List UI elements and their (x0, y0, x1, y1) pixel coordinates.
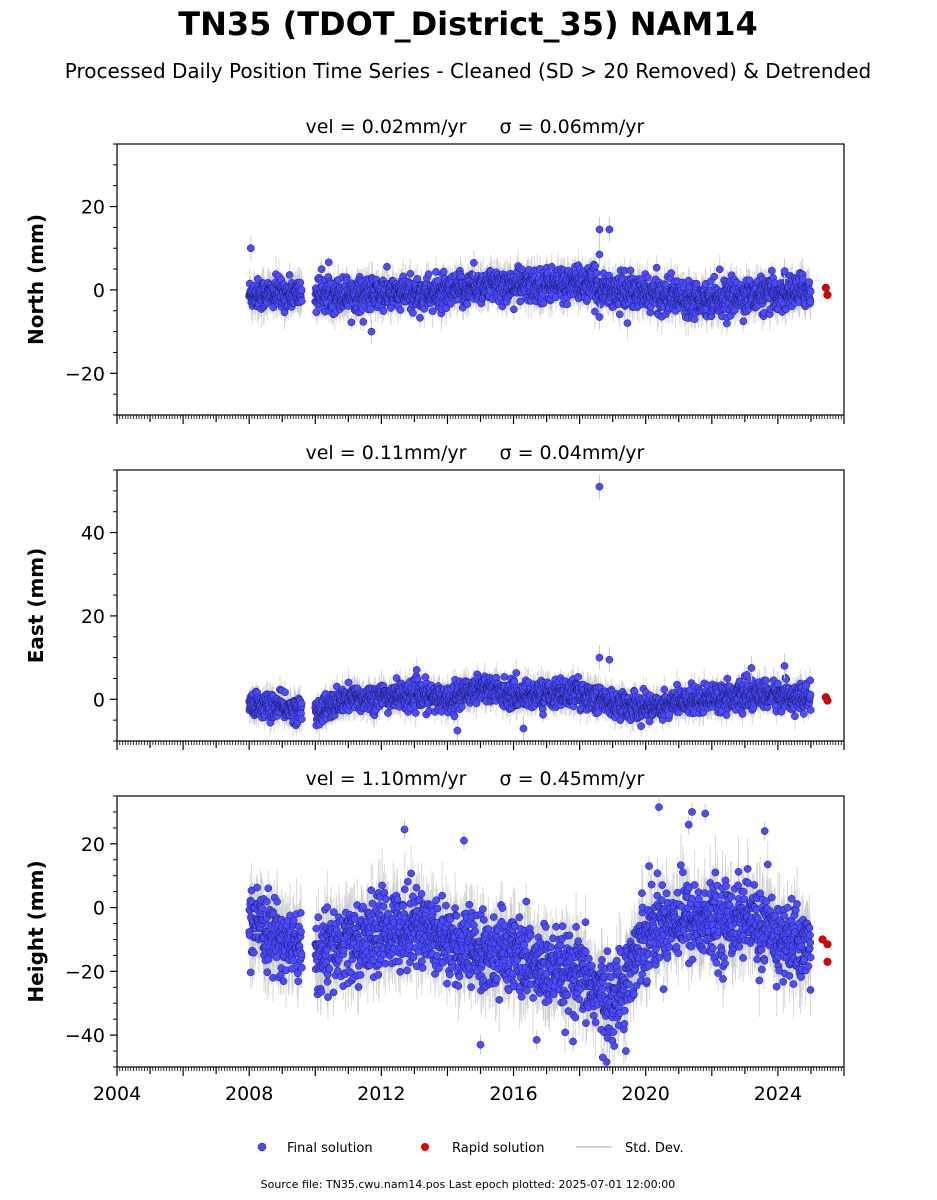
final-solution-point (285, 271, 294, 279)
panel-velocity-title: vel = 0.02mm/yr (306, 116, 467, 138)
rapid-solution-point (821, 283, 830, 292)
final-solution-point (623, 319, 632, 327)
final-solution-point (347, 318, 356, 327)
final-solution-point (690, 315, 699, 324)
final-solution-point (739, 317, 748, 326)
final-solution-point (591, 262, 599, 270)
final-solution-point (667, 269, 675, 277)
final-solution-point (767, 266, 776, 275)
final-solution-point (396, 306, 405, 314)
final-solution-point (563, 300, 572, 309)
rapid-solution-point (823, 290, 832, 299)
final-solution-point (745, 276, 754, 285)
final-solution-point (715, 265, 724, 274)
final-solution-point (297, 297, 306, 305)
final-solution-point (643, 273, 652, 282)
final-solution-point (591, 307, 599, 316)
final-solution-point (615, 310, 624, 319)
final-solution-point (416, 314, 424, 322)
panel-velocity-title: vel = 0.11mm/yr (306, 442, 467, 464)
panel-north: vel = 0.02mm/yr σ = 0.06mm/yr −20 0 20 North … (24, 116, 845, 424)
final-solution-point (595, 225, 604, 234)
final-solution-point (312, 308, 321, 317)
final-solution-point (595, 250, 604, 259)
final-solution-point (379, 307, 388, 316)
final-solution-point (413, 275, 422, 283)
final-solution-point (692, 279, 701, 288)
final-solution-point (516, 297, 525, 306)
final-solution-point (710, 272, 719, 281)
final-solution-point (406, 269, 415, 278)
figure-title: TN35 (TDOT_District_35) NAM14 (178, 5, 757, 43)
final-solution-point (246, 244, 255, 253)
final-solution-point (652, 263, 661, 272)
final-solution-point (383, 262, 391, 271)
final-solution-point (805, 278, 814, 286)
final-solution-point (592, 269, 601, 278)
series-final-solution (245, 216, 832, 345)
final-solution-point (297, 285, 306, 294)
final-solution-point (359, 318, 368, 326)
final-solution-point (626, 266, 635, 275)
y-tick-label: 20 (81, 197, 105, 219)
final-solution-point (366, 305, 375, 314)
panel-sigma-title: σ = 0.04mm/yr (500, 442, 645, 464)
final-solution-point (595, 313, 604, 321)
final-solution-point (806, 287, 815, 296)
final-solution-point (470, 258, 478, 267)
series-final-solution (245, 474, 832, 741)
panel-sigma-title: σ = 0.06mm/yr (500, 116, 645, 138)
figure-subtitle: Processed Daily Position Time Series - C… (65, 59, 871, 83)
final-solution-point (539, 299, 548, 308)
final-solution-point (547, 262, 556, 271)
final-solution-point (605, 225, 614, 234)
y-tick-label: −20 (65, 363, 105, 385)
final-solution-point (780, 267, 789, 276)
final-solution-point (509, 305, 518, 314)
final-solution-point (428, 307, 437, 316)
final-solution-point (324, 258, 333, 267)
final-solution-point (463, 300, 472, 309)
final-solution-point (367, 327, 376, 336)
final-solution-point (806, 297, 815, 306)
final-solution-point (317, 265, 326, 273)
y-axis-label: North (mm) (24, 214, 48, 345)
y-tick-label: 0 (93, 280, 105, 302)
final-solution-point (409, 309, 417, 317)
final-solution-point (424, 270, 433, 279)
final-solution-point (439, 267, 448, 276)
final-solution-point (296, 278, 305, 287)
plot-panels: vel = 0.02mm/yr σ = 0.06mm/yr −20 0 20 North … (24, 116, 845, 1105)
